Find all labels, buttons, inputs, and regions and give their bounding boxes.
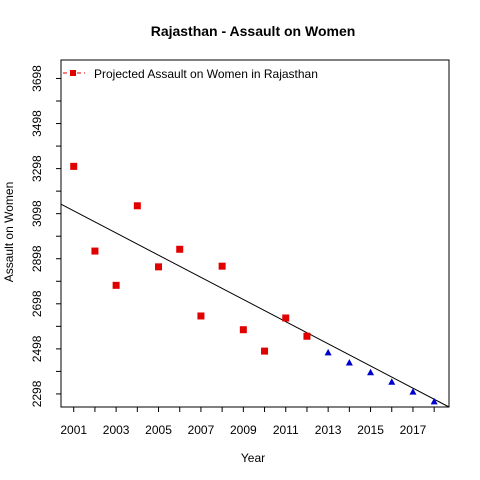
projected-point xyxy=(367,368,375,376)
x-tick-label: 2017 xyxy=(400,423,427,437)
observed-point xyxy=(91,247,99,255)
y-axis-label: Assault on Women xyxy=(2,182,16,283)
projected-point xyxy=(430,397,438,405)
observed-point xyxy=(133,202,141,210)
projected-point xyxy=(345,359,353,366)
y-tick-label: 2898 xyxy=(30,245,44,272)
y-tick-label: 3698 xyxy=(30,65,44,92)
y-tick-label: 3498 xyxy=(30,110,44,137)
observed-point xyxy=(197,312,205,320)
projected-point xyxy=(409,388,417,395)
y-axis: 2298 2498 2698 2898 3098 3298 3498 3698 xyxy=(30,65,61,407)
legend-label: Projected Assault on Women in Rajasthan xyxy=(94,67,318,81)
observed-point xyxy=(155,263,163,271)
plot-frame xyxy=(60,59,450,408)
observed-point xyxy=(239,326,247,334)
x-tick-label: 2007 xyxy=(188,423,215,437)
observed-point xyxy=(261,347,269,355)
y-tick-label: 3298 xyxy=(30,155,44,182)
legend: Projected Assault on Women in Rajasthan xyxy=(63,67,318,81)
projected-point xyxy=(324,348,332,356)
x-tick-label: 2005 xyxy=(145,423,172,437)
trend-line-path xyxy=(60,203,450,408)
y-tick-label: 2698 xyxy=(30,290,44,317)
x-tick-label: 2011 xyxy=(273,423,299,437)
legend-marker xyxy=(70,70,76,76)
projected-point xyxy=(388,378,396,385)
chart-title: Rajasthan - Assault on Women xyxy=(151,23,356,39)
x-tick-label: 2015 xyxy=(357,423,384,437)
y-tick-label: 3098 xyxy=(30,200,44,227)
x-tick-label: 2009 xyxy=(230,423,257,437)
x-axis-label: Year xyxy=(241,451,265,465)
observed-point xyxy=(282,314,290,322)
observed-point xyxy=(112,281,120,289)
observed-point xyxy=(218,262,226,270)
trend-line xyxy=(60,203,450,408)
data-points xyxy=(70,162,438,405)
y-tick-label: 2498 xyxy=(30,335,44,362)
x-tick-label: 2001 xyxy=(60,423,87,437)
x-axis: 2001 2003 2005 2007 2009 2011 2013 2015 2017 xyxy=(60,407,435,437)
x-tick-label: 2013 xyxy=(315,423,342,437)
observed-point xyxy=(70,162,78,170)
observed-point xyxy=(176,245,184,253)
x-tick-label: 2003 xyxy=(103,423,130,437)
observed-point xyxy=(303,332,311,340)
y-tick-label: 2298 xyxy=(30,380,44,407)
